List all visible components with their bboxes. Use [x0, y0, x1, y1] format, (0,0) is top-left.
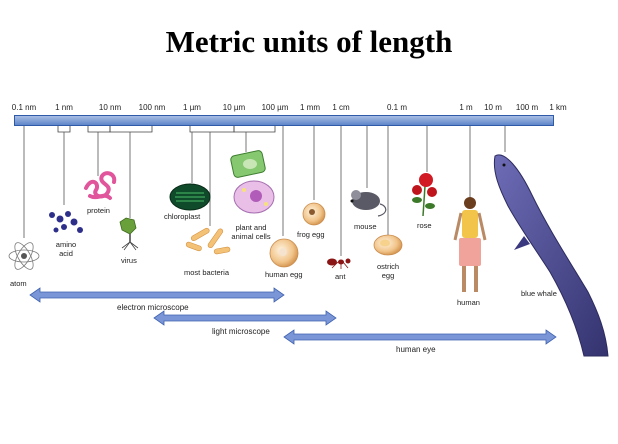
- tick-label: 10 m: [484, 103, 502, 112]
- label-human-egg: human egg: [265, 270, 303, 279]
- label-protein: protein: [87, 206, 110, 215]
- scale-bar: [14, 115, 554, 126]
- mouse-illustration: [350, 190, 387, 217]
- cells-illustration: [230, 150, 275, 214]
- tick-label: 10 µm: [222, 103, 246, 112]
- label-virus: virus: [121, 256, 137, 265]
- tick-label: 1 m: [459, 103, 473, 112]
- atom-illustration: [8, 242, 40, 270]
- chloroplast-illustration: [169, 183, 211, 211]
- label-amino-acid: amino acid: [55, 240, 77, 258]
- label-atom: atom: [10, 279, 27, 288]
- tick-label: 1 cm: [332, 103, 350, 112]
- label-frog-egg: frog egg: [297, 230, 325, 239]
- ostrich-egg-illustration: [373, 234, 403, 256]
- ant-illustration: [327, 258, 351, 269]
- human-eye-range-arrow: [283, 329, 557, 345]
- label-human-eye: human eye: [396, 345, 436, 354]
- label-mouse: mouse: [354, 222, 377, 231]
- tick-label: 0.1 m: [386, 103, 408, 112]
- tick-label: 0.1 nm: [11, 103, 37, 112]
- tick-label: 10 nm: [98, 103, 122, 112]
- amino-acid-illustration: [49, 211, 83, 233]
- tick-label: 100 m: [515, 103, 539, 112]
- page-title: Metric units of length: [165, 24, 453, 59]
- tick-label: 1 µm: [183, 103, 201, 112]
- scale-brackets: [57, 126, 276, 133]
- bacteria-illustration: [185, 227, 231, 255]
- label-ostrich-egg: ostrich egg: [376, 262, 400, 280]
- electron-microscope-range-arrow: [29, 287, 285, 303]
- tick-label: 1 nm: [55, 103, 73, 112]
- protein-illustration: [84, 171, 117, 200]
- label-plant-animal-cells: plant and animal cells: [231, 223, 271, 241]
- virus-illustration: [119, 217, 139, 251]
- label-light-microscope: light microscope: [212, 327, 270, 336]
- label-electron-microscope: electron microscope: [117, 303, 189, 312]
- label-most-bacteria: most bacteria: [184, 268, 230, 277]
- label-rose: rose: [417, 221, 432, 230]
- label-ant: ant: [335, 272, 346, 281]
- frog-egg-illustration: [302, 202, 326, 226]
- human-egg-illustration: [269, 238, 299, 268]
- tick-label: 100 nm: [138, 103, 166, 112]
- light-microscope-range-arrow: [153, 310, 337, 326]
- label-chloroplast: chloroplast: [164, 212, 201, 221]
- tick-label: 1 mm: [300, 103, 320, 112]
- label-human: human: [457, 298, 480, 307]
- label-blue-whale: blue whale: [521, 289, 557, 298]
- whale-illustration: [493, 154, 609, 357]
- tick-label: 100 µm: [261, 103, 289, 112]
- pointer-lines: [23, 126, 506, 256]
- human-illustration: [453, 197, 487, 292]
- tick-label: 1 km: [549, 103, 567, 112]
- rose-illustration: [412, 173, 437, 217]
